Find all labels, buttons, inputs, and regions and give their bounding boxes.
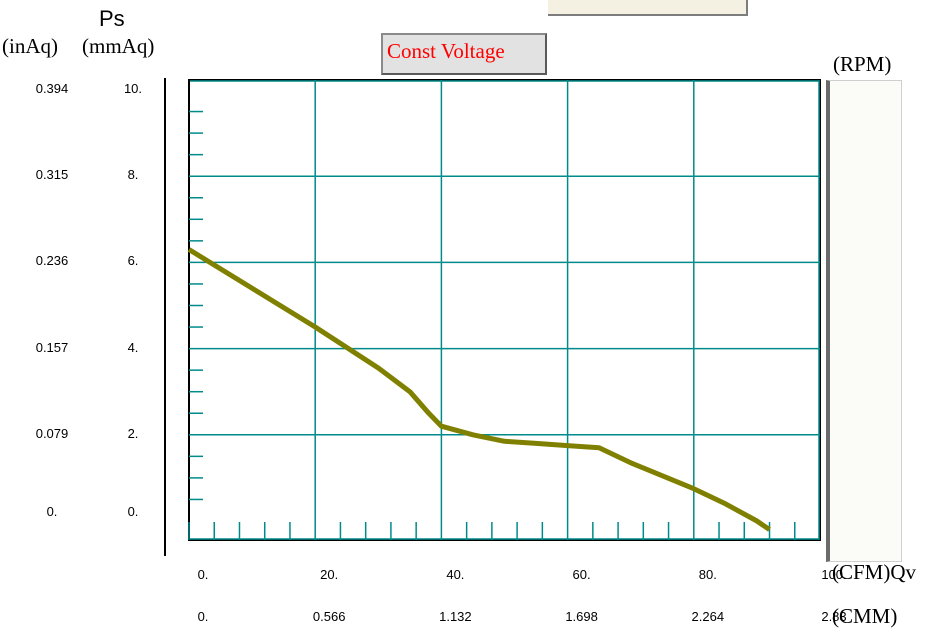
y-tick-label-mmaq: 8. xyxy=(127,167,139,183)
x-tick-label-cmm: 0.566 xyxy=(312,609,346,624)
rpm-label: (RPM) xyxy=(833,52,892,76)
y-tick-label-inaq: 0.315 xyxy=(35,167,69,183)
inaq-unit-label: (inAq) xyxy=(2,34,58,58)
x-tick-label-cmm: 1.132 xyxy=(439,609,472,624)
plot-frame xyxy=(188,79,821,541)
y-tick-label-mmaq: 10. xyxy=(123,81,143,96)
rpm-panel xyxy=(826,80,902,562)
y-tick-label-inaq: 0.236 xyxy=(35,253,69,269)
top-panel-tab[interactable] xyxy=(548,0,748,16)
y-tick-label-inaq: 0.394 xyxy=(35,81,69,96)
x-tick-label-cfm: 100. xyxy=(821,567,847,582)
x-tick-label-cfm: 80. xyxy=(698,567,717,582)
const-voltage-box[interactable]: Const Voltage xyxy=(381,33,547,75)
y-tick-label-inaq: 0. xyxy=(46,504,58,519)
y-tick-label-mmaq: 6. xyxy=(127,253,139,269)
y-tick-label-inaq: 0.157 xyxy=(35,339,69,355)
cmm-unit-label: (CMM) xyxy=(832,604,898,628)
x-tick-label-cmm: 0. xyxy=(197,609,209,624)
grid xyxy=(189,80,820,540)
x-tick-label-cfm: 40. xyxy=(446,567,465,582)
y-tick-label-mmaq: 0. xyxy=(127,504,139,519)
mmaq-unit-label: (mmAq) xyxy=(82,34,155,58)
y-tick-label-mmaq: 4. xyxy=(127,339,139,355)
x-tick-label-cfm: 60. xyxy=(572,567,591,582)
x-tick-label-cmm: 1.698 xyxy=(565,609,598,624)
x-tick-label-cmm: 2.83 xyxy=(821,609,847,624)
cfm-unit-label: (CFM)Qv xyxy=(832,560,916,585)
y-tick-label-mmaq: 2. xyxy=(127,425,139,441)
cfm-label-text: (CFM)Qv xyxy=(832,560,917,584)
x-tick-label-cmm: 2.264 xyxy=(691,609,725,624)
y-tick-label-inaq: 0.079 xyxy=(35,425,69,441)
x-tick-label-cfm: 0. xyxy=(197,567,209,582)
x-tick-label-cfm: 20. xyxy=(320,567,339,582)
minor-ticks xyxy=(188,110,796,540)
ps-label: Ps xyxy=(99,6,125,31)
pq-curve-line xyxy=(187,247,771,532)
